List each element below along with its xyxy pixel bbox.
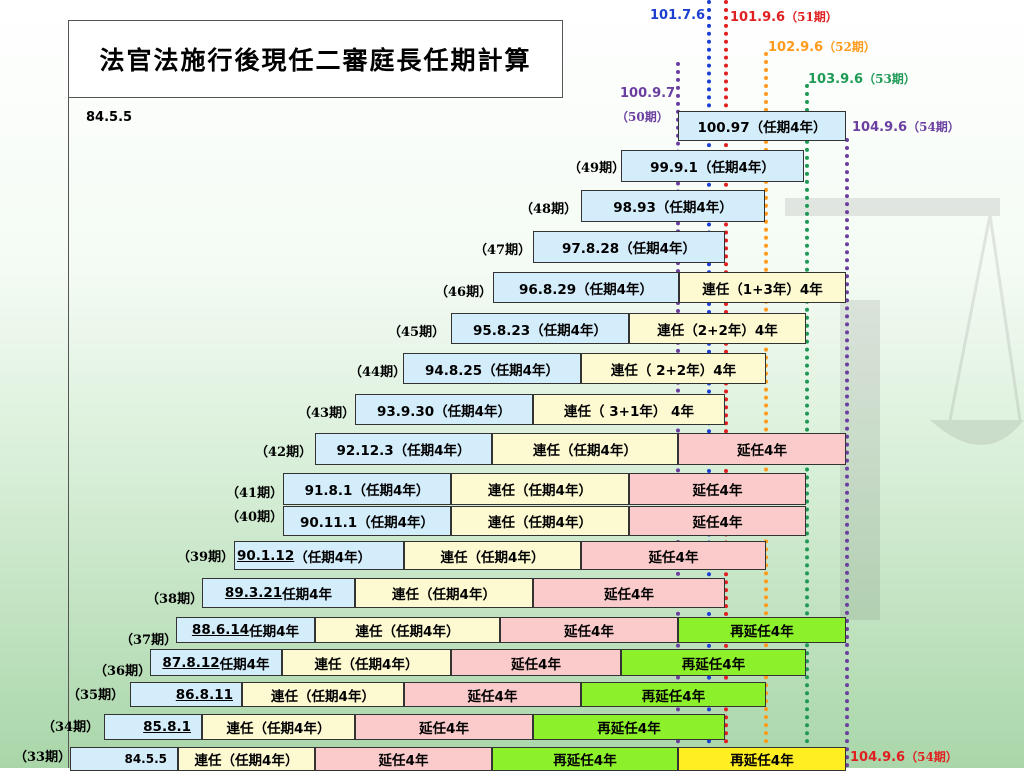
term-label: （42期）	[255, 445, 313, 460]
extension-segment: 延任4年	[355, 714, 533, 740]
term-length: （任期4年）	[294, 549, 372, 566]
start-date: 87.8.12	[162, 654, 220, 671]
term-label: （38期）	[146, 592, 204, 607]
extension-segment: 延任4年	[533, 578, 725, 608]
term-segment: 91.8.1（任期4年）	[283, 473, 451, 505]
marker-line-103-9-6	[805, 84, 809, 768]
marker-label-101-9-6: 101.9.6（51期）	[730, 10, 838, 25]
term-segment: 84.5.5	[70, 747, 178, 771]
term-length: 任期4年	[249, 624, 300, 640]
second-extension-segment: 再延任4年	[581, 682, 766, 707]
page-title: 法官法施行後現任二審庭長任期計算	[68, 20, 563, 98]
term-segment: 93.9.30（任期4年）	[355, 394, 533, 425]
term-segment: 90.11.1（任期4年）	[283, 506, 451, 536]
reappointment-segment: 連任（1+3年）4年	[679, 272, 846, 303]
term-label: （46期）	[435, 285, 493, 300]
start-date: 89.3.21	[224, 585, 283, 601]
term-segment: 86.8.11	[130, 682, 242, 707]
reappointment-segment: 連任（任期4年）	[404, 541, 581, 570]
extension-segment: 延任4年	[451, 649, 621, 676]
term-label: （49期）	[568, 161, 626, 176]
term-length: 任期4年	[282, 587, 333, 603]
start-date: 86.8.11	[175, 686, 233, 703]
marker-line-102-9-6	[764, 52, 768, 768]
marker-label-104-9-6-top: 104.9.6（54期）	[852, 120, 960, 135]
reappointment-segment: 連任（ 3+1年） 4年	[533, 394, 725, 425]
term-segment: 90.1.12 （任期4年）	[234, 541, 404, 570]
reappointment-segment: 連任（2+2年）4年	[629, 313, 806, 344]
term-label: （33期）	[14, 750, 72, 765]
reappointment-segment: 連任（任期4年）	[202, 714, 355, 740]
extension-segment: 延任4年	[581, 541, 766, 570]
reappointment-segment: 連任（任期4年）	[492, 433, 678, 465]
term-segment: 88.6.14 任期4年	[176, 617, 315, 643]
second-extension-segment: 再延任4年	[533, 714, 725, 740]
left-axis-line	[68, 98, 69, 768]
reappointment-segment: 連任（任期4年）	[315, 617, 500, 643]
term-segment: 92.12.3（任期4年）	[315, 433, 492, 465]
second-extension-segment: 再延任4年	[492, 747, 678, 771]
term-segment: 85.8.1	[104, 714, 202, 740]
term-label: （36期）	[94, 664, 152, 679]
term-label: （35期）	[67, 688, 125, 703]
extension-segment: 延任4年	[500, 617, 678, 643]
term-label: （40期）	[226, 510, 284, 525]
marker-period-50: （50期）	[616, 110, 669, 124]
term-segment: 98.93（任期4年）	[581, 190, 765, 222]
second-extension-segment: 再延任4年	[678, 747, 846, 771]
extension-segment: 延任4年	[629, 506, 806, 536]
term-segment: 89.3.21 任期4年	[202, 578, 355, 608]
extension-segment: 延任4年	[315, 747, 492, 771]
start-date: 90.1.12	[237, 547, 295, 564]
term-label: （39期）	[177, 550, 235, 565]
marker-line-101-9-6	[724, 0, 728, 768]
reappointment-segment: 連任（任期4年）	[178, 747, 315, 771]
marker-line-101-7-6	[707, 0, 711, 768]
term-length: 任期4年	[219, 656, 270, 673]
reappointment-segment: 連任（ 2+2年）4年	[581, 353, 766, 384]
reappointment-segment: 連任（任期4年）	[242, 682, 404, 707]
marker-line-104-9-6	[845, 138, 849, 768]
term-label: （47期）	[474, 243, 532, 258]
term-label: （48期）	[520, 202, 578, 217]
term-segment: 96.8.29（任期4年）	[493, 272, 679, 303]
term-segment: 100.97（任期4年）	[678, 111, 846, 141]
term-label: （41期）	[226, 486, 284, 501]
term-label: （34期）	[42, 720, 100, 735]
marker-label-102-9-6: 102.9.6（52期）	[768, 40, 876, 55]
term-segment: 95.8.23（任期4年）	[451, 313, 629, 344]
term-segment: 97.8.28（任期4年）	[533, 231, 725, 263]
term-segment: 99.9.1（任期4年）	[621, 150, 804, 182]
reappointment-segment: 連任（任期4年）	[451, 506, 629, 536]
start-date: 88.6.14	[191, 622, 250, 638]
start-date-label: 84.5.5	[86, 110, 133, 125]
term-label: （44期）	[349, 365, 407, 380]
extension-segment: 延任4年	[678, 433, 846, 465]
reappointment-segment: 連任（任期4年）	[282, 649, 451, 676]
term-label: （45期）	[388, 325, 446, 340]
marker-label-104-9-6-bottom: 104.9.6（54期）	[850, 750, 958, 765]
marker-label-101-7-6: 101.7.6	[650, 8, 706, 23]
reappointment-segment: 連任（任期4年）	[451, 473, 629, 505]
marker-label-103-9-6: 103.9.6（53期）	[808, 72, 916, 87]
start-date: 85.8.1	[143, 719, 191, 735]
term-segment: 87.8.12 任期4年	[150, 649, 282, 676]
reappointment-segment: 連任（任期4年）	[355, 578, 533, 608]
second-extension-segment: 再延任4年	[678, 617, 846, 643]
term-label: （37期）	[120, 633, 178, 648]
second-extension-segment: 再延任4年	[621, 649, 806, 676]
term-label: （43期）	[298, 406, 356, 421]
extension-segment: 延任4年	[404, 682, 581, 707]
term-segment: 94.8.25（任期4年）	[403, 353, 581, 384]
extension-segment: 延任4年	[629, 473, 806, 505]
marker-label-100-9-7: 100.9.7	[620, 86, 676, 101]
